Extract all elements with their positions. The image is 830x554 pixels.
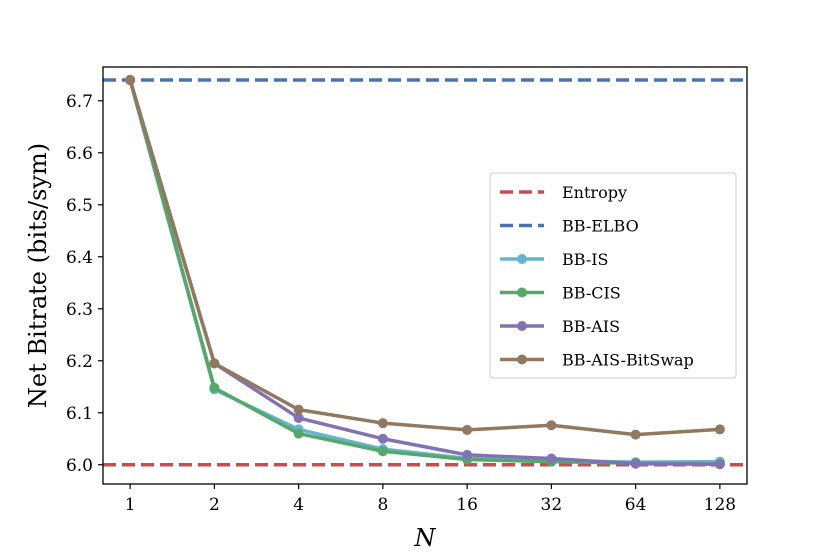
data-point-bb-ais-bitswap <box>209 358 220 369</box>
legend-label-entropy: Entropy <box>562 183 627 202</box>
y-axis: 6.0 6.1 6.2 6.3 6.4 6.5 6.6 6.7 <box>66 92 103 476</box>
data-point-bb-cis <box>293 428 304 439</box>
x-tick-label: 64 <box>625 495 647 515</box>
x-tick-label: 1 <box>125 495 136 515</box>
axes-frame <box>102 66 748 485</box>
data-point-bb-ais-bitswap <box>125 74 136 85</box>
legend-label-bb-is: BB-IS <box>562 250 609 269</box>
y-tick-label: 6.1 <box>66 404 93 424</box>
data-point-bb-ais-bitswap <box>293 404 304 415</box>
y-tick-label: 6.2 <box>66 352 93 372</box>
data-point-bb-ais <box>546 453 557 464</box>
data-point-bb-ais <box>462 449 473 460</box>
legend-marker-bb-is <box>517 254 527 264</box>
x-tick-label: 4 <box>293 495 304 515</box>
data-point-bb-ais-bitswap <box>462 424 473 435</box>
y-tick-label: 6.3 <box>66 300 93 320</box>
data-point-bb-ais-bitswap <box>377 418 388 429</box>
x-tick-label: 32 <box>541 495 563 515</box>
legend-box <box>489 172 737 379</box>
data-point-bb-ais <box>714 459 725 470</box>
legend-marker-bb-cis <box>517 287 527 298</box>
legend-label-bb-cis: BB-CIS <box>562 284 621 303</box>
legend-label-bb-ais: BB-AIS <box>562 317 620 336</box>
x-axis-label: N <box>414 524 437 552</box>
y-axis-label: Net Bitrate (bits/sym) <box>24 143 52 408</box>
data-point-bb-ais-bitswap <box>630 429 641 440</box>
x-tick-label: 128 <box>704 495 736 515</box>
x-tick-label: 2 <box>209 495 220 515</box>
legend-marker-bb-ais <box>517 321 527 331</box>
data-point-bb-ais <box>377 433 388 444</box>
legend-label-bb-elbo: BB-ELBO <box>562 217 639 236</box>
y-tick-label: 6.4 <box>66 248 93 268</box>
data-point-bb-ais-bitswap <box>714 424 725 435</box>
legend: Entropy BB-ELBO BB-IS BB-CIS BB-AIS BB-AIS-Bi… <box>489 172 737 379</box>
y-tick-label: 6.7 <box>66 92 93 112</box>
data-point-bb-ais-bitswap <box>546 420 557 431</box>
data-point-bb-ais <box>630 458 641 469</box>
y-tick-label: 6.5 <box>66 196 93 216</box>
plot-area <box>103 74 747 470</box>
series-line-bb-ais-bitswap <box>128 79 720 437</box>
x-tick-label: 16 <box>456 495 478 515</box>
x-axis: 1 2 4 8 16 32 64 128 <box>125 484 736 515</box>
data-point-bb-ais <box>293 412 304 423</box>
y-tick-label: 6.0 <box>66 456 93 476</box>
data-point-bb-cis <box>377 446 388 457</box>
y-tick-label: 6.6 <box>66 144 93 164</box>
legend-label-bb-ais-bitswap: BB-AIS-BitSwap <box>562 351 694 370</box>
data-point-bb-cis <box>209 382 220 393</box>
x-tick-label: 8 <box>377 495 388 515</box>
legend-marker-bb-ais-bitswap <box>517 354 527 365</box>
